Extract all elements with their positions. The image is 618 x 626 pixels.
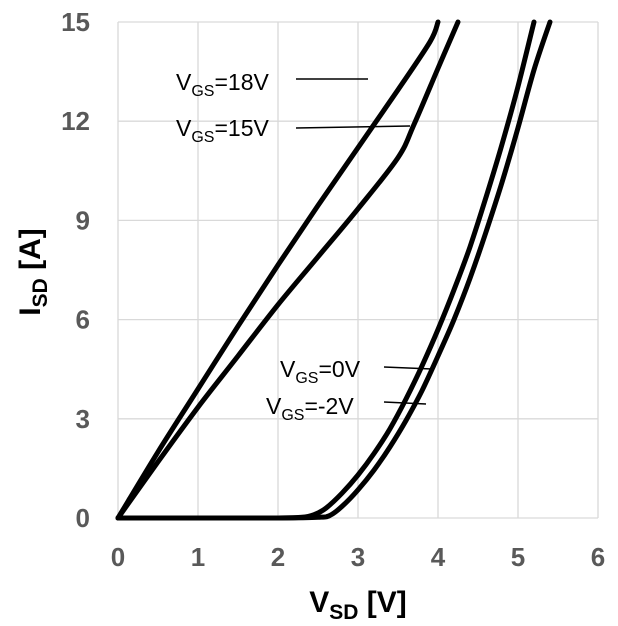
series-vgs-15v bbox=[115, 19, 461, 521]
y-tick-label: 12 bbox=[61, 106, 90, 136]
series-labels: VGS=18V VGS=15V VGS=0V VGS=-2V bbox=[176, 69, 433, 424]
label-vgs-18v: VGS=18V bbox=[176, 69, 269, 100]
x-tick-label: 5 bbox=[511, 542, 525, 572]
x-tick-label: 6 bbox=[591, 542, 605, 572]
y-tick-label: 9 bbox=[76, 205, 90, 235]
label-vgs-2v: VGS=-2V bbox=[266, 393, 354, 424]
x-tick-label: 2 bbox=[271, 542, 285, 572]
y-tick-label: 3 bbox=[76, 404, 90, 434]
leader-vgs-2v bbox=[383, 401, 427, 405]
leader-vgs-0v bbox=[383, 366, 433, 370]
y-tick-label: 0 bbox=[76, 503, 90, 533]
x-tick-label: 1 bbox=[191, 542, 205, 572]
x-tick-label: 4 bbox=[431, 542, 446, 572]
x-axis-title: VSD [V] bbox=[309, 586, 407, 624]
x-tick-label: 3 bbox=[351, 542, 365, 572]
y-axis-title: ISD [A] bbox=[14, 228, 52, 316]
x-tick-labels: 0 1 2 3 4 5 6 bbox=[111, 542, 605, 572]
label-vgs-0v: VGS=0V bbox=[280, 356, 361, 387]
y-tick-label: 6 bbox=[76, 305, 90, 335]
series-group bbox=[115, 19, 553, 521]
grid bbox=[117, 21, 599, 519]
label-vgs-15v: VGS=15V bbox=[176, 115, 269, 146]
series-vgs-2v bbox=[115, 19, 553, 521]
y-tick-labels: 0 3 6 9 12 15 bbox=[61, 7, 90, 533]
y-tick-label: 15 bbox=[61, 7, 90, 37]
series-vgs-18v bbox=[115, 19, 441, 521]
leader-vgs-15v bbox=[295, 125, 411, 129]
x-tick-label: 0 bbox=[111, 542, 125, 572]
